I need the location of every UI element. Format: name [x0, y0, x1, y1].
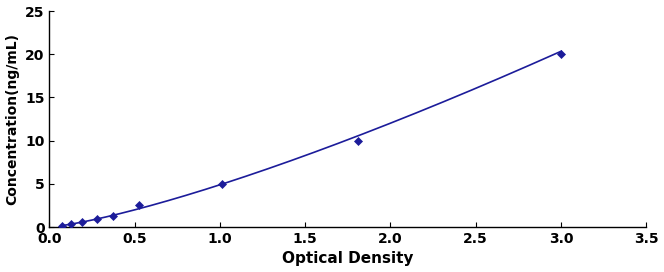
X-axis label: Optical Density: Optical Density	[282, 251, 414, 267]
Y-axis label: Concentration(ng/mL): Concentration(ng/mL)	[5, 33, 19, 205]
